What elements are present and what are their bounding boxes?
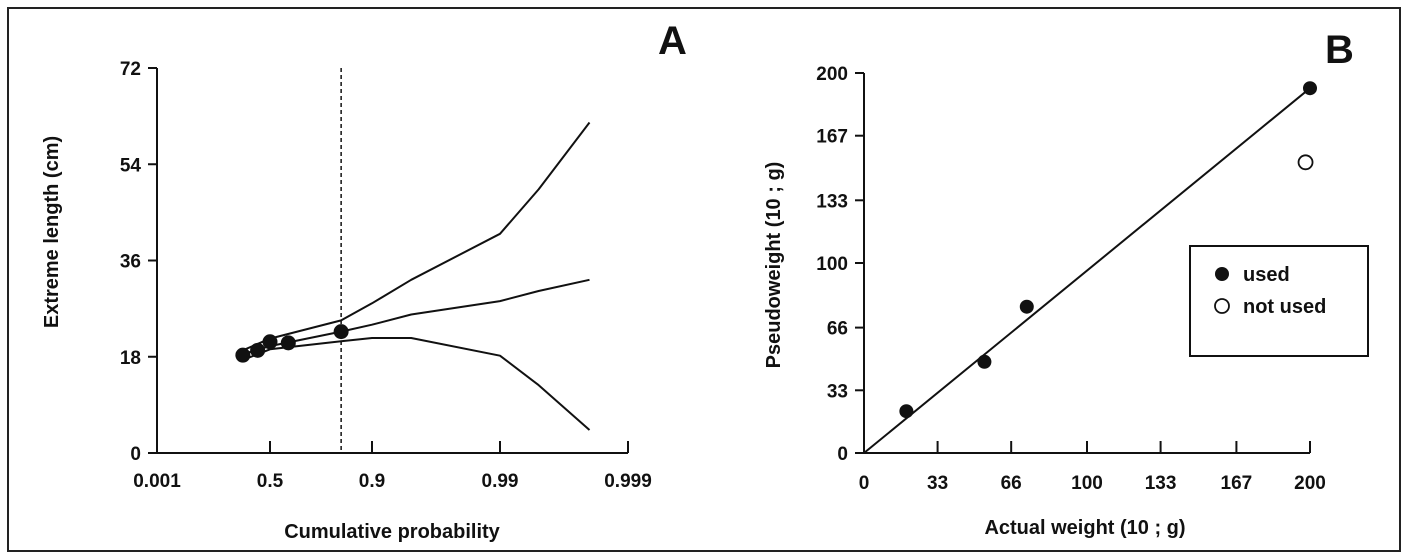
panel-a-x-tick-label: 0.999 bbox=[604, 471, 652, 492]
panel-a-y-tick-label: 72 bbox=[120, 59, 141, 80]
panel-b-y-axis-title: Pseudoweight (10 ; g) bbox=[763, 162, 785, 369]
panel-a: A 0 18 36 54 72 0.001 0.5 0.9 0.99 0.999 Cumulati… bbox=[41, 19, 687, 543]
legend-used-label: used bbox=[1243, 264, 1290, 286]
panel-b-used-point bbox=[977, 354, 992, 369]
panel-a-ticks: 0 18 36 54 72 0.001 0.5 0.9 0.99 0.999 bbox=[120, 59, 652, 492]
panel-b-x-tick-label: 0 bbox=[859, 473, 870, 494]
panel-b-y-tick-label: 133 bbox=[816, 191, 848, 212]
legend-not-used-label: not used bbox=[1243, 296, 1326, 318]
panel-b-x-tick-label: 200 bbox=[1294, 473, 1326, 494]
panel-b-x-tick-label: 133 bbox=[1145, 473, 1177, 494]
panel-a-points bbox=[235, 324, 349, 363]
panel-b-fit-line bbox=[863, 87, 1311, 454]
panel-b-y-tick-label: 0 bbox=[837, 444, 848, 465]
panel-a-data-point bbox=[333, 324, 349, 340]
panel-b-not-used-point bbox=[1297, 154, 1314, 171]
panel-b-y-tick-label: 100 bbox=[816, 254, 848, 275]
panel-b-x-tick-label: 66 bbox=[1001, 473, 1022, 494]
panel-a-y-axis-title: Extreme length (cm) bbox=[41, 136, 63, 328]
figure-border bbox=[7, 7, 1401, 552]
panel-a-upper-confidence-line bbox=[242, 121, 591, 352]
panel-b: B 0 33 66 100 133 167 200 0 33 66 100 133 167 200 use… bbox=[763, 28, 1369, 539]
panel-b-used-point bbox=[1303, 81, 1317, 96]
legend-not-used-marker bbox=[1214, 298, 1230, 314]
panel-a-x-tick-label: 0.9 bbox=[359, 471, 385, 492]
panel-b-x-axis-title: Actual weight (10 ; g) bbox=[984, 517, 1185, 539]
panel-a-y-tick-label: 0 bbox=[130, 444, 141, 465]
panel-a-lower-confidence-line bbox=[242, 337, 591, 431]
panel-a-y-tick-label: 18 bbox=[120, 348, 141, 369]
panel-a-data-point bbox=[235, 347, 251, 363]
panel-b-y-tick-label: 200 bbox=[816, 64, 848, 85]
panel-b-y-tick-label: 33 bbox=[827, 381, 848, 402]
panel-b-points bbox=[899, 81, 1317, 419]
legend-used-marker bbox=[1215, 267, 1229, 281]
panel-b-letter: B bbox=[1325, 28, 1354, 72]
panel-b-x-tick-label: 33 bbox=[927, 473, 948, 494]
panel-a-data-point bbox=[262, 334, 278, 350]
panel-a-y-tick-label: 54 bbox=[120, 155, 142, 176]
panel-a-y-tick-label: 36 bbox=[120, 252, 141, 273]
panel-a-data-point bbox=[250, 342, 266, 358]
panel-b-y-tick-label: 66 bbox=[827, 319, 848, 340]
panel-b-x-tick-label: 100 bbox=[1071, 473, 1103, 494]
panel-b-legend: used not used bbox=[1189, 245, 1369, 357]
panel-b-y-tick-label: 167 bbox=[816, 127, 848, 148]
panel-b-x-tick-label: 167 bbox=[1221, 473, 1253, 494]
panel-b-used-point bbox=[899, 404, 914, 419]
panel-a-x-tick-label: 0.99 bbox=[482, 471, 519, 492]
panel-a-data-point bbox=[280, 335, 296, 351]
panel-a-x-tick-label: 0.001 bbox=[133, 471, 181, 492]
panel-a-x-axis-title: Cumulative probability bbox=[284, 521, 500, 543]
panel-a-letter: A bbox=[658, 19, 687, 63]
panel-b-ticks: 0 33 66 100 133 167 200 0 33 66 100 133 167 200 bbox=[816, 64, 1326, 494]
panel-b-used-point bbox=[1019, 299, 1034, 314]
panel-a-x-tick-label: 0.5 bbox=[257, 471, 284, 492]
